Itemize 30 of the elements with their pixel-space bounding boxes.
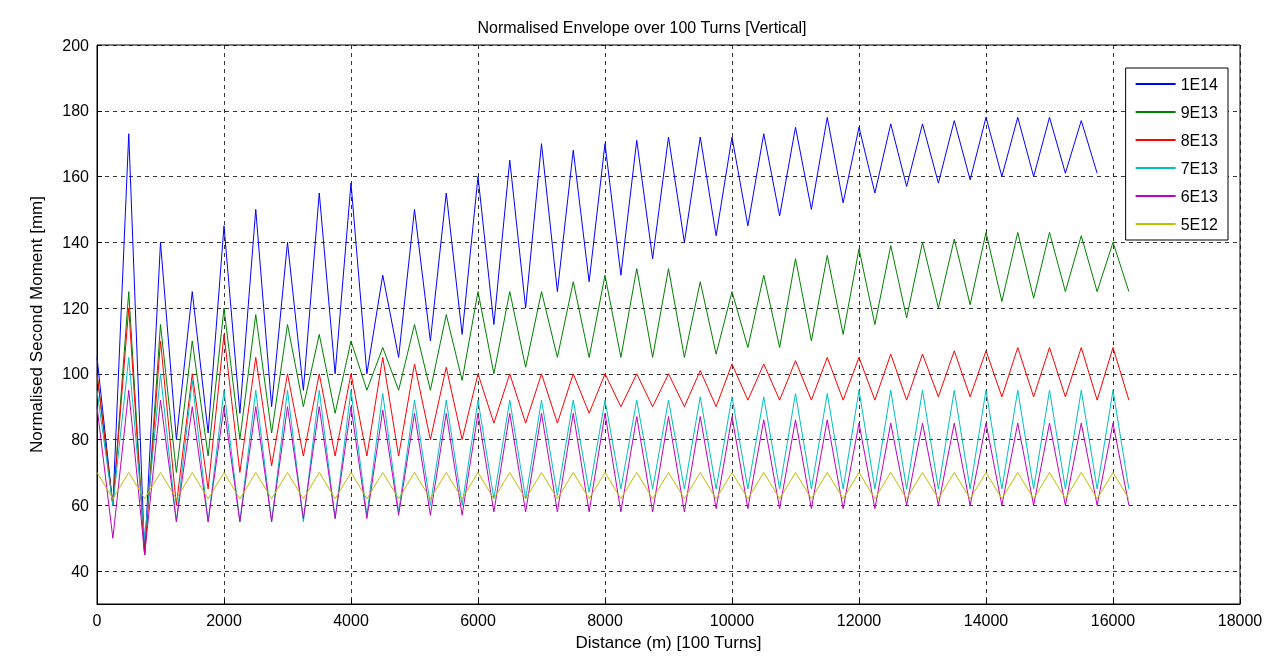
y-tick-label: 120 — [62, 299, 90, 317]
chart-title: Normalised Envelope over 100 Turns [Vertical] — [477, 18, 807, 36]
x-axis-title: Distance (m) [100 Turns] — [575, 633, 762, 652]
line-series — [96, 389, 1130, 556]
y-tick-label: 100 — [62, 365, 90, 383]
x-tick-label: 18000 — [1217, 611, 1263, 629]
x-tick-label: 10000 — [709, 611, 755, 629]
y-tick-label: 200 — [62, 36, 90, 54]
y-tick-label: 80 — [71, 431, 90, 449]
x-tick-label: 6000 — [460, 611, 496, 629]
legend-label: 8E13 — [1180, 131, 1219, 149]
y-tick-label: 180 — [62, 102, 90, 120]
x-tick-label: 14000 — [963, 611, 1009, 629]
y-tick-label: 40 — [71, 562, 90, 580]
legend-label: 1E14 — [1180, 75, 1219, 93]
legend-label: 5E12 — [1180, 215, 1219, 233]
legend-label: 6E13 — [1180, 187, 1219, 205]
line-series — [96, 356, 1130, 539]
legend-label: 7E13 — [1180, 159, 1219, 177]
x-tick-label: 4000 — [333, 611, 369, 629]
y-axis-title: Normalised Second Moment [mm] — [27, 196, 46, 453]
y-tick-label: 160 — [62, 168, 90, 186]
x-tick-label: 0 — [92, 611, 102, 629]
y-tick-label: 140 — [62, 233, 90, 251]
y-tick-label: 60 — [71, 496, 90, 514]
x-tick-label: 12000 — [836, 611, 882, 629]
x-tick-label: 2000 — [206, 611, 242, 629]
legend-label: 9E13 — [1180, 103, 1219, 121]
x-tick-label: 16000 — [1090, 611, 1136, 629]
x-tick-label: 8000 — [587, 611, 623, 629]
